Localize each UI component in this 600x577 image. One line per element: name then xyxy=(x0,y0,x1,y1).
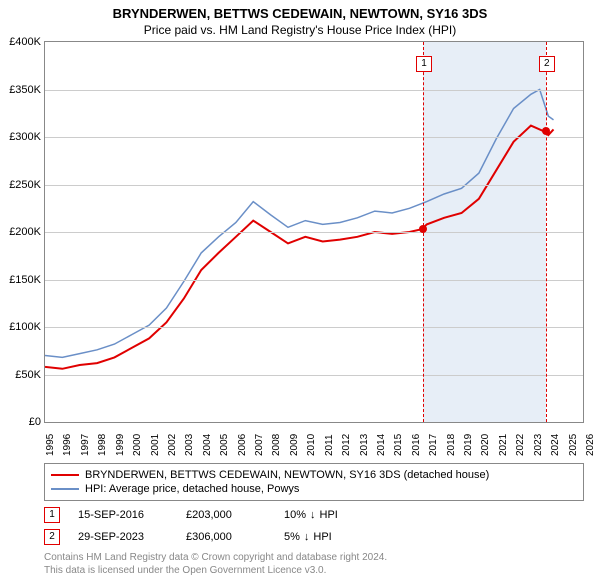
gridline xyxy=(45,280,583,281)
x-axis-label: 2006 xyxy=(237,434,248,456)
x-axis-label: 2018 xyxy=(446,434,457,456)
chart-subtitle: Price paid vs. HM Land Registry's House … xyxy=(0,21,600,41)
x-axis-label: 2026 xyxy=(585,434,596,456)
x-axis-label: 1999 xyxy=(115,434,126,456)
x-axis-label: 2000 xyxy=(132,434,143,456)
transaction-row: 1 15-SEP-2016 £203,000 10% ↓ HPI xyxy=(44,507,584,523)
series-line xyxy=(45,90,554,358)
x-axis-label: 2016 xyxy=(411,434,422,456)
y-axis-label: £200K xyxy=(1,226,41,238)
arrow-down-icon: ↓ xyxy=(304,531,310,543)
data-point xyxy=(542,127,550,135)
x-axis-label: 2014 xyxy=(376,434,387,456)
x-axis-label: 2024 xyxy=(550,434,561,456)
transaction-marker-badge: 1 xyxy=(44,507,60,523)
footer-attribution: Contains HM Land Registry data © Crown c… xyxy=(44,551,584,577)
y-axis-label: £250K xyxy=(1,179,41,191)
y-axis-label: £150K xyxy=(1,274,41,286)
transaction-date: 29-SEP-2023 xyxy=(78,531,168,543)
chart-marker-badge: 2 xyxy=(539,56,555,72)
data-point xyxy=(419,225,427,233)
legend-swatch xyxy=(51,488,79,490)
y-axis-label: £300K xyxy=(1,131,41,143)
y-axis-label: £50K xyxy=(1,369,41,381)
diff-reference: HPI xyxy=(313,531,331,543)
x-axis-label: 2021 xyxy=(498,434,509,456)
x-axis-label: 2005 xyxy=(219,434,230,456)
x-axis-label: 2015 xyxy=(393,434,404,456)
x-axis-label: 2010 xyxy=(306,434,317,456)
chart-marker-badge: 1 xyxy=(416,56,432,72)
series-line xyxy=(45,126,554,369)
legend-item: BRYNDERWEN, BETTWS CEDEWAIN, NEWTOWN, SY… xyxy=(51,468,577,482)
chart-title: BRYNDERWEN, BETTWS CEDEWAIN, NEWTOWN, SY… xyxy=(0,0,600,21)
x-axis-label: 2013 xyxy=(359,434,370,456)
diff-percent: 5% xyxy=(284,531,300,543)
y-axis-label: £350K xyxy=(1,84,41,96)
legend-swatch xyxy=(51,474,79,476)
x-axis-label: 2009 xyxy=(289,434,300,456)
footer-line: This data is licensed under the Open Gov… xyxy=(44,564,584,577)
x-axis-label: 1998 xyxy=(97,434,108,456)
legend-item: HPI: Average price, detached house, Powy… xyxy=(51,482,577,496)
x-axis-label: 2017 xyxy=(428,434,439,456)
transaction-list: 115-SEP-2016£203,00010%↓HPI229-SEP-2023£… xyxy=(44,507,584,545)
x-axis-label: 2003 xyxy=(184,434,195,456)
gridline xyxy=(45,375,583,376)
diff-reference: HPI xyxy=(320,509,338,521)
gridline xyxy=(45,185,583,186)
x-axis-label: 2019 xyxy=(463,434,474,456)
x-axis-label: 1996 xyxy=(62,434,73,456)
transaction-diff: 10% ↓ HPI xyxy=(284,509,338,521)
x-axis-label: 2025 xyxy=(568,434,579,456)
x-axis-label: 2020 xyxy=(480,434,491,456)
x-axis-label: 2012 xyxy=(341,434,352,456)
transaction-marker-badge: 2 xyxy=(44,529,60,545)
gridline xyxy=(45,137,583,138)
transaction-row: 2 29-SEP-2023 £306,000 5% ↓HPI xyxy=(44,529,584,545)
transaction-diff: 5% ↓HPI xyxy=(284,531,332,543)
x-axis-label: 2004 xyxy=(202,434,213,456)
diff-percent: 10% xyxy=(284,509,306,521)
gridline xyxy=(45,90,583,91)
x-axis-label: 2007 xyxy=(254,434,265,456)
transaction-price: £203,000 xyxy=(186,509,266,521)
gridline xyxy=(45,232,583,233)
x-axis-label: 1997 xyxy=(80,434,91,456)
x-axis-label: 2001 xyxy=(150,434,161,456)
arrow-down-icon: ↓ xyxy=(310,509,316,521)
x-axis-label: 2011 xyxy=(324,434,335,456)
legend: BRYNDERWEN, BETTWS CEDEWAIN, NEWTOWN, SY… xyxy=(44,463,584,501)
footer-line: Contains HM Land Registry data © Crown c… xyxy=(44,551,584,564)
x-axis-label: 2002 xyxy=(167,434,178,456)
y-axis-label: £400K xyxy=(1,36,41,48)
x-axis-label: 2023 xyxy=(533,434,544,456)
x-axis-label: 1995 xyxy=(45,434,56,456)
vertical-marker-line xyxy=(546,42,547,422)
chart-plot-area: £0£50K£100K£150K£200K£250K£300K£350K£400… xyxy=(44,41,584,423)
y-axis-label: £0 xyxy=(1,416,41,428)
legend-label: BRYNDERWEN, BETTWS CEDEWAIN, NEWTOWN, SY… xyxy=(85,469,489,481)
legend-label: HPI: Average price, detached house, Powy… xyxy=(85,483,299,495)
x-axis-label: 2022 xyxy=(515,434,526,456)
x-axis-label: 2008 xyxy=(271,434,282,456)
gridline xyxy=(45,327,583,328)
transaction-date: 15-SEP-2016 xyxy=(78,509,168,521)
y-axis-label: £100K xyxy=(1,321,41,333)
transaction-price: £306,000 xyxy=(186,531,266,543)
